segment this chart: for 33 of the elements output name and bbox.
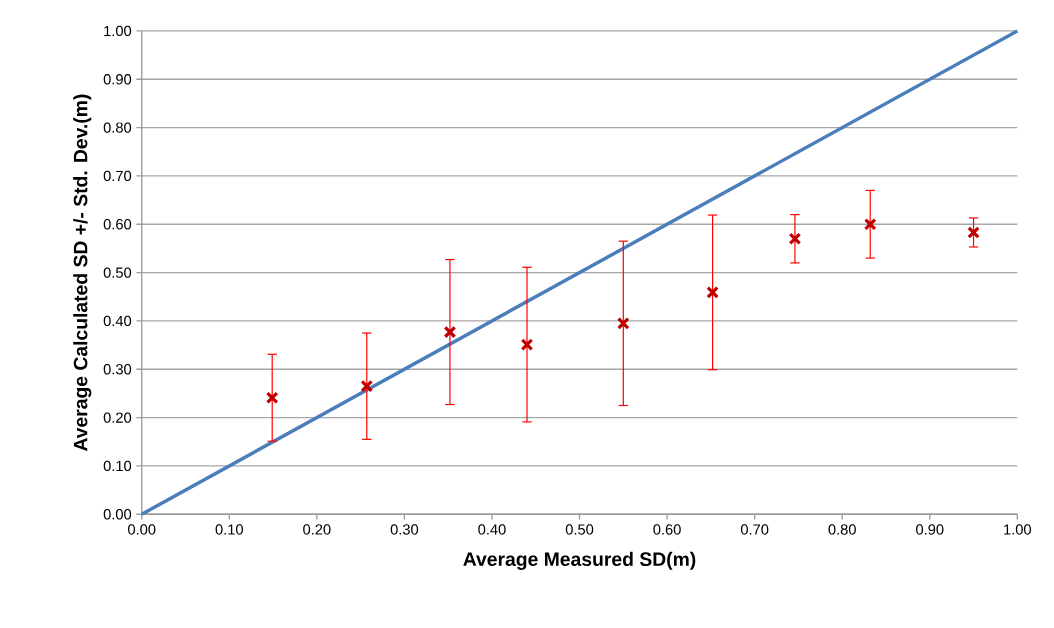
y-tick-label: 0.70 <box>103 170 132 182</box>
x-tick-label: 0.70 <box>740 524 769 535</box>
y-tick-label: 0.80 <box>103 122 132 133</box>
y-tick-label: 0.20 <box>103 412 132 423</box>
point <box>967 226 980 239</box>
y-tick-label: 0.00 <box>103 509 132 520</box>
x-tick-label: 0.30 <box>390 524 419 535</box>
y-tick-label: 0.30 <box>103 364 132 375</box>
x-tick-label: 0.80 <box>828 524 856 535</box>
point <box>617 317 630 330</box>
x-tick-label: 0.60 <box>653 524 681 535</box>
y-tick-label: 0.90 <box>103 74 132 85</box>
x-tick-label: 0.50 <box>565 524 594 535</box>
x-axis-title: Average Measured SD(m) <box>463 551 696 570</box>
x-tick-label: 1.00 <box>1004 524 1032 535</box>
y-tick-label: 0.60 <box>103 219 132 230</box>
y-tick-label: 0.50 <box>103 267 132 278</box>
x-tick-label: 0.40 <box>478 524 506 535</box>
point <box>265 391 279 405</box>
y-tick-label: 1.00 <box>104 25 132 37</box>
point <box>520 338 534 351</box>
point <box>863 217 877 231</box>
y-tick-label: 0.10 <box>103 460 132 472</box>
point <box>788 232 802 246</box>
point <box>443 325 457 339</box>
x-tick-label: 0.20 <box>303 524 331 535</box>
x-tick-label: 0.10 <box>215 524 243 535</box>
x-tick-label: 0.90 <box>916 524 944 535</box>
point <box>706 286 719 299</box>
x-tick-label: 0.00 <box>128 524 156 535</box>
point <box>360 379 374 393</box>
y-tick-label: 0.40 <box>103 315 132 327</box>
y-axis-title: Average Calculated SD +/- Std. Dev.(m) <box>73 94 92 452</box>
